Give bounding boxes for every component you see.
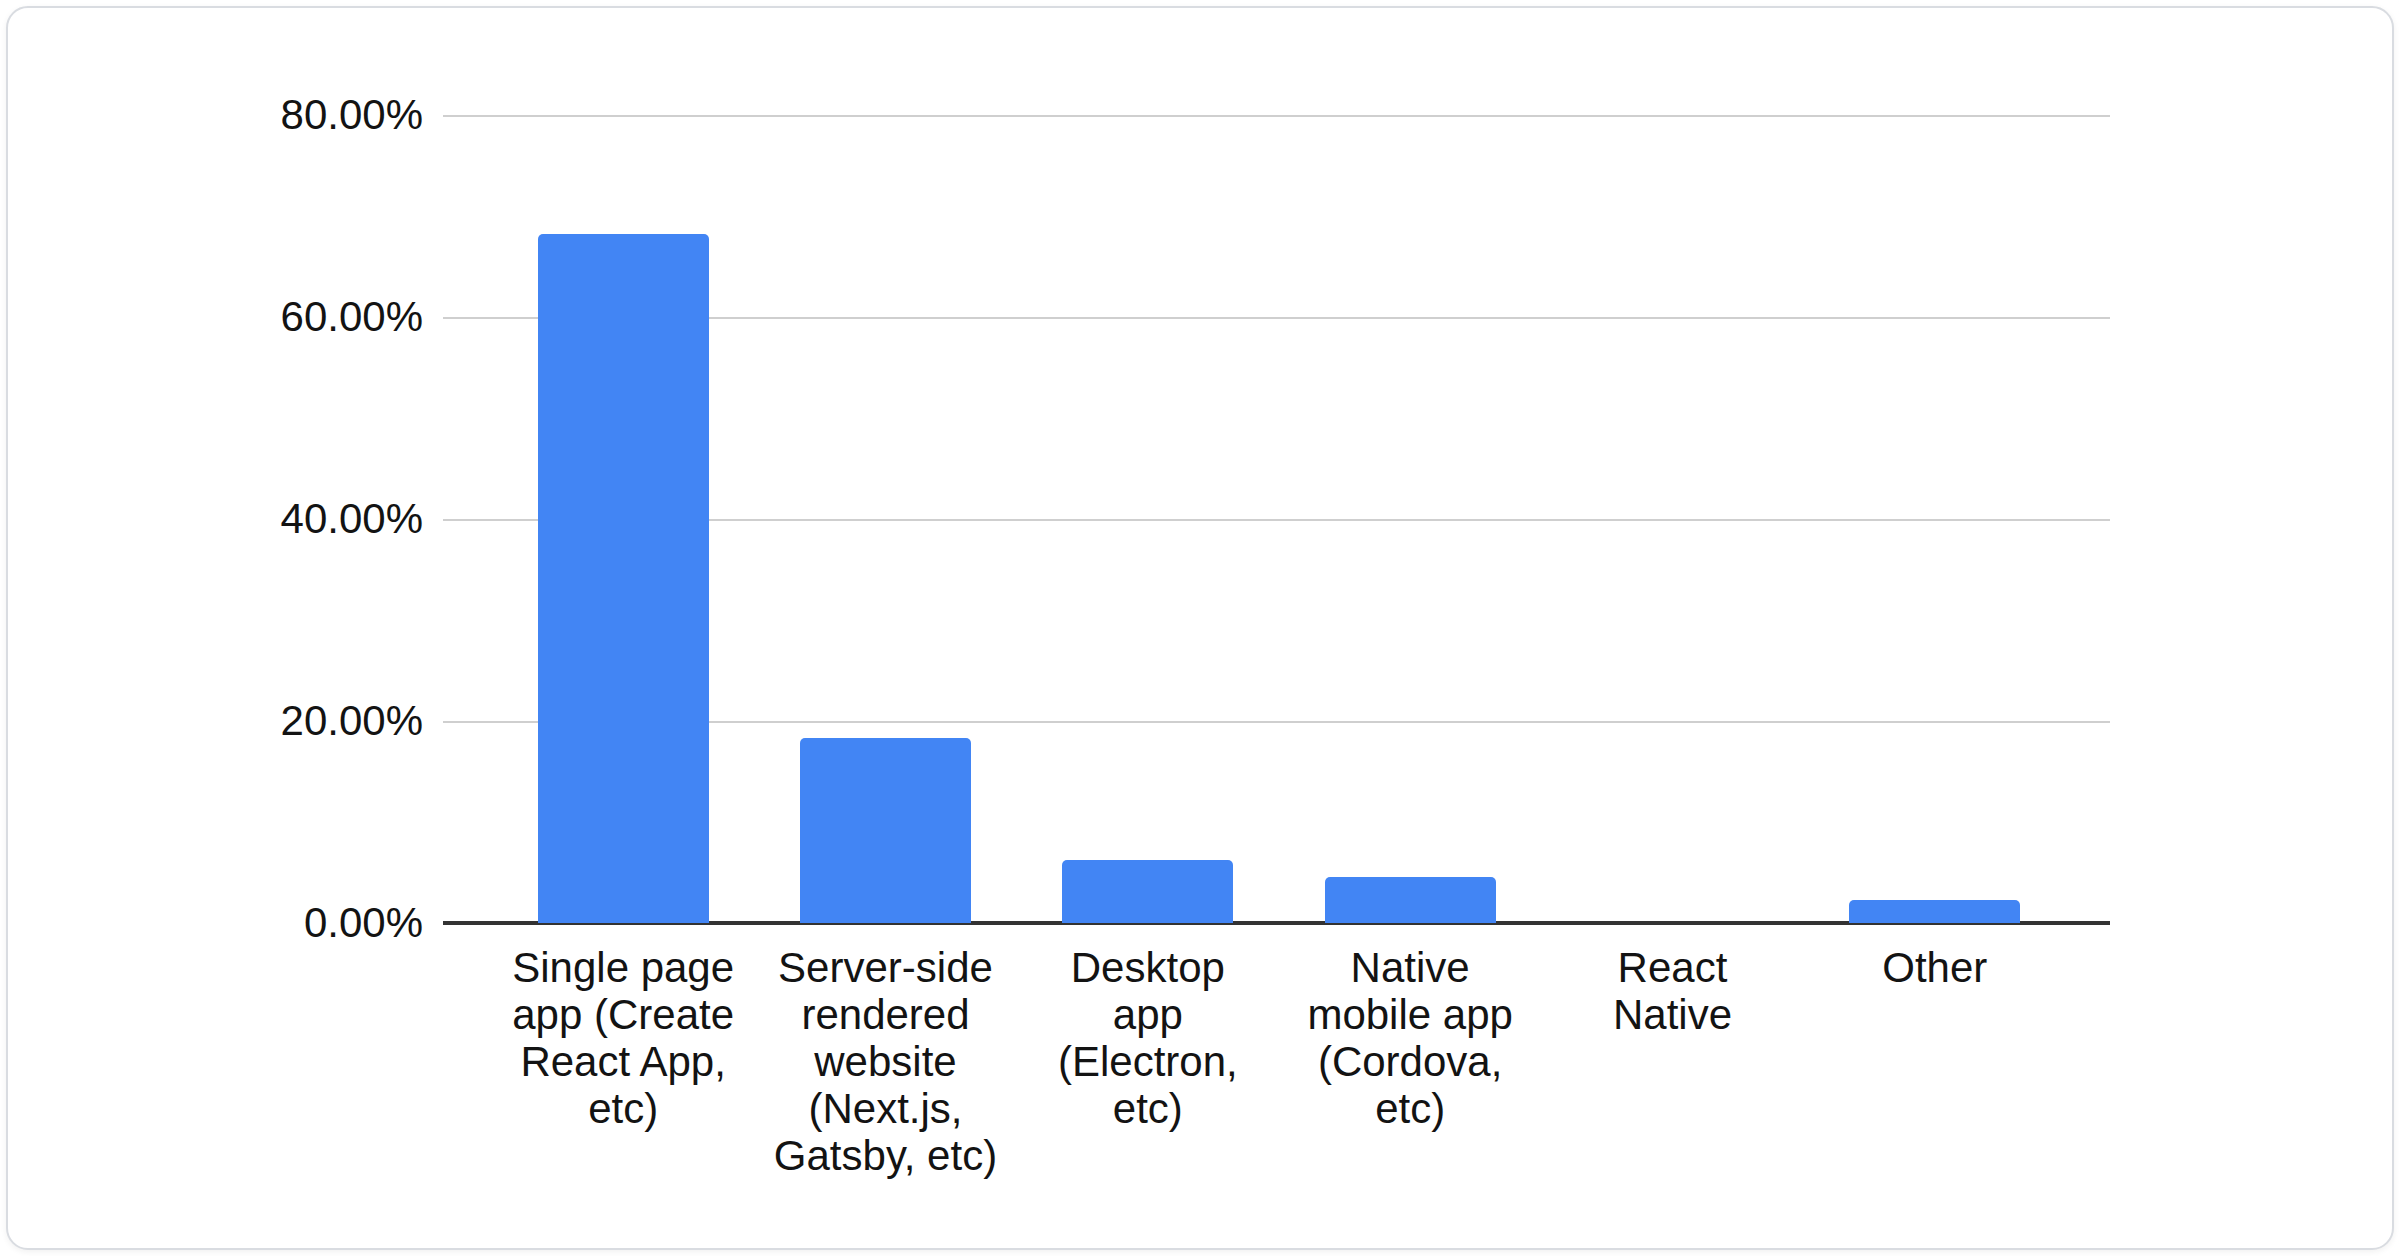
bar-other (1849, 900, 2020, 923)
screenshot-canvas: 80.00% 60.00% 40.00% 20.00% 0.00% (0, 0, 2400, 1256)
x-label-native-mobile-app: Native mobile app (Cordova, etc) (1279, 944, 1541, 1132)
x-label-server-side-rendered: Server-side rendered website (Next.js, G… (754, 944, 1016, 1179)
plot-area: 80.00% 60.00% 40.00% 20.00% 0.00% (443, 115, 2110, 923)
bar-server-side-rendered (800, 738, 971, 923)
bar-slot (754, 115, 1016, 923)
bar-slot (492, 115, 754, 923)
bar-slot (1017, 115, 1279, 923)
bar-native-mobile-app (1325, 877, 1496, 923)
x-label-other: Other (1804, 944, 2066, 991)
y-tick-60: 60.00% (163, 294, 423, 340)
x-axis-labels: Single page app (Create React App, etc) … (492, 944, 2066, 1179)
bar-single-page-app (538, 234, 709, 923)
bar-slot (1541, 115, 1803, 923)
bar-slot (1804, 115, 2066, 923)
bar-desktop-app (1062, 860, 1233, 923)
y-tick-40: 40.00% (163, 496, 423, 542)
bar-chart: 80.00% 60.00% 40.00% 20.00% 0.00% (0, 0, 2400, 1256)
x-label-react-native: React Native (1541, 944, 1803, 1038)
bar-slot (1279, 115, 1541, 923)
y-tick-80: 80.00% (163, 92, 423, 138)
x-label-desktop-app: Desktop app (Electron, etc) (1017, 944, 1279, 1132)
bars-group (492, 115, 2066, 923)
y-tick-20: 20.00% (163, 698, 423, 744)
x-label-single-page-app: Single page app (Create React App, etc) (492, 944, 754, 1132)
y-tick-0: 0.00% (163, 900, 423, 946)
